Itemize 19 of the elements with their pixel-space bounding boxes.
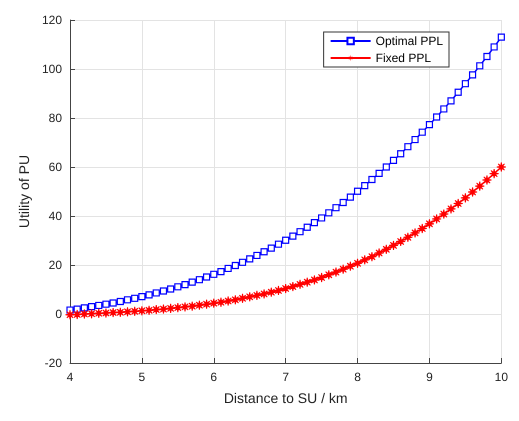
x-tick-label: 5 xyxy=(138,370,146,384)
y-tick-label: 60 xyxy=(48,160,62,174)
y-tick-label: 120 xyxy=(42,13,62,27)
legend-label: Fixed PPL xyxy=(376,51,432,65)
x-axis-title: Distance to SU / km xyxy=(224,390,348,406)
x-tick-label: 7 xyxy=(282,370,290,384)
y-tick-label: -20 xyxy=(44,356,62,370)
y-tick-label: 20 xyxy=(48,258,62,272)
y-tick-label: 80 xyxy=(48,111,62,125)
x-tick-label: 4 xyxy=(66,370,74,384)
x-tick-label: 9 xyxy=(426,370,434,384)
y-tick-label: 40 xyxy=(48,209,62,223)
legend-label: Optimal PPL xyxy=(376,34,444,48)
y-axis-title: Utility of PU xyxy=(16,154,32,228)
y-tick-label: 0 xyxy=(55,307,62,321)
x-tick-label: 6 xyxy=(210,370,218,384)
x-tick-label: 8 xyxy=(354,370,362,384)
y-tick-label: 100 xyxy=(42,62,62,76)
x-tick-label: 10 xyxy=(494,370,508,384)
